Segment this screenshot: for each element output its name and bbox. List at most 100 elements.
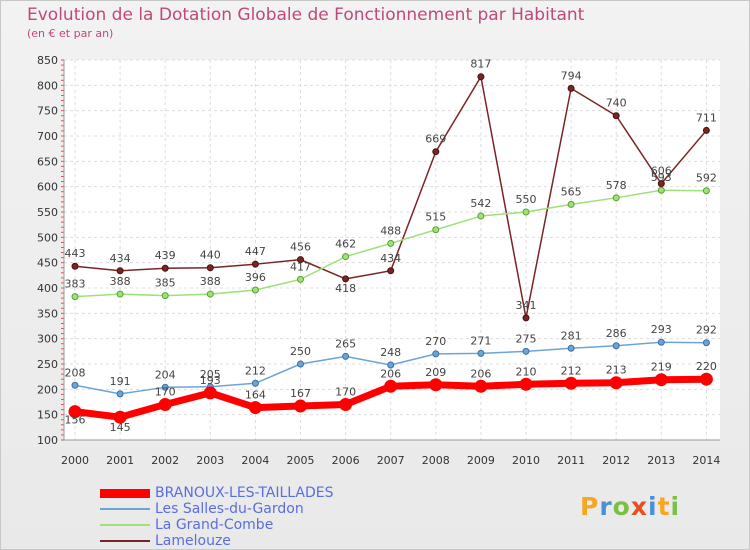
x-tick-label: 2001 <box>106 454 134 467</box>
proxiti-logo: Proxiti <box>580 492 680 521</box>
data-label-les-salles: 292 <box>696 324 717 337</box>
data-label-la-grand-combe: 515 <box>425 211 446 224</box>
data-label-lamelouze: 456 <box>290 241 311 254</box>
data-label-la-grand-combe: 592 <box>696 172 717 185</box>
y-tick-label: 800 <box>37 79 58 92</box>
x-tick-label: 2000 <box>61 454 89 467</box>
chart-title: Evolution de la Dotation Globale de Fonc… <box>27 5 585 25</box>
data-point-lamelouze <box>116 267 124 275</box>
data-point-lamelouze <box>432 148 440 156</box>
data-point-les-salles <box>297 360 304 368</box>
y-tick-label: 850 <box>37 54 58 67</box>
data-label-les-salles: 271 <box>470 334 491 347</box>
data-label-branoux: 156 <box>65 414 86 427</box>
data-point-branoux <box>519 377 533 391</box>
data-label-branoux: 209 <box>425 366 446 379</box>
legend-swatch-branoux <box>100 489 150 498</box>
data-point-les-salles <box>432 350 440 358</box>
data-point-la-grand-combe <box>612 194 620 202</box>
data-point-branoux <box>248 401 262 415</box>
legend-label-branoux: BRANOUX-LES-TAILLADES <box>155 485 334 501</box>
data-label-lamelouze: 669 <box>425 133 446 146</box>
data-label-lamelouze: 606 <box>651 165 672 178</box>
data-point-lamelouze <box>251 260 259 268</box>
logo-letter: x <box>630 492 648 521</box>
data-point-les-salles <box>251 379 259 387</box>
data-point-la-grand-combe <box>116 290 124 298</box>
data-label-les-salles: 293 <box>651 323 672 336</box>
data-point-les-salles <box>387 361 395 369</box>
data-label-la-grand-combe: 396 <box>245 271 266 284</box>
logo-letter: o <box>612 492 631 521</box>
legend-label-la-grand-combe: La Grand-Combe <box>155 517 274 533</box>
data-point-lamelouze <box>71 262 79 270</box>
data-point-la-grand-combe <box>432 226 440 234</box>
data-point-branoux <box>609 376 623 390</box>
data-point-lamelouze <box>477 73 485 81</box>
data-point-les-salles <box>71 381 79 389</box>
data-label-lamelouze: 794 <box>561 69 582 82</box>
x-tick-label: 2007 <box>377 454 405 467</box>
data-point-lamelouze <box>206 264 214 272</box>
data-point-les-salles <box>657 338 665 346</box>
data-label-la-grand-combe: 550 <box>516 193 537 206</box>
y-tick-label: 550 <box>37 206 58 219</box>
y-tick-label: 600 <box>37 181 58 194</box>
data-label-les-salles: 208 <box>65 366 86 379</box>
data-label-les-salles: 250 <box>290 345 311 358</box>
data-point-branoux <box>699 372 713 386</box>
x-tick-label: 2010 <box>512 454 540 467</box>
y-tick-label: 700 <box>37 130 58 143</box>
data-point-la-grand-combe <box>342 253 350 261</box>
data-point-la-grand-combe <box>297 275 304 283</box>
legend-label-lamelouze: Lamelouze <box>155 533 231 549</box>
data-point-les-salles <box>612 342 620 350</box>
x-tick-label: 2004 <box>241 454 269 467</box>
y-tick-label: 400 <box>37 282 58 295</box>
data-label-lamelouze: 440 <box>200 249 221 262</box>
data-label-lamelouze: 434 <box>380 252 401 265</box>
data-label-branoux: 145 <box>110 421 131 434</box>
y-tick-label: 450 <box>37 257 58 270</box>
legend-swatch-lamelouze <box>100 540 150 542</box>
data-label-branoux: 206 <box>380 367 401 380</box>
logo-letter: i <box>670 492 681 521</box>
data-point-lamelouze <box>161 264 169 272</box>
logo-letter: t <box>657 492 671 521</box>
data-point-les-salles <box>522 347 530 355</box>
y-tick-label: 200 <box>37 383 58 396</box>
data-point-la-grand-combe <box>387 239 395 247</box>
y-tick-label: 250 <box>37 358 58 371</box>
data-point-les-salles <box>116 390 124 398</box>
data-point-lamelouze <box>567 84 575 92</box>
legend-label-les-salles: Les Salles-du-Gardon <box>155 501 304 517</box>
data-label-branoux: 167 <box>290 387 311 400</box>
data-point-lamelouze <box>522 314 530 322</box>
data-point-branoux <box>654 373 668 387</box>
data-point-branoux <box>113 410 127 424</box>
data-label-lamelouze: 418 <box>335 282 356 295</box>
x-tick-label: 2008 <box>422 454 450 467</box>
data-label-lamelouze: 817 <box>470 58 491 71</box>
data-label-lamelouze: 740 <box>606 97 627 110</box>
x-tick-label: 2009 <box>467 454 495 467</box>
data-point-branoux <box>564 376 578 390</box>
data-point-la-grand-combe <box>161 292 169 300</box>
data-point-lamelouze <box>702 126 710 134</box>
y-tick-label: 500 <box>37 231 58 244</box>
data-label-branoux: 210 <box>516 365 537 378</box>
data-label-branoux: 220 <box>696 360 717 373</box>
logo-letter: i <box>648 492 658 521</box>
data-label-lamelouze: 439 <box>155 249 176 262</box>
data-label-les-salles: 281 <box>561 329 582 342</box>
data-label-les-salles: 191 <box>110 375 131 388</box>
data-label-lamelouze: 434 <box>110 252 131 265</box>
data-label-les-salles: 275 <box>516 332 537 345</box>
y-tick-label: 650 <box>37 155 58 168</box>
data-point-branoux <box>474 379 488 393</box>
y-tick-label: 150 <box>37 409 58 422</box>
data-label-lamelouze: 711 <box>696 111 717 124</box>
data-point-la-grand-combe <box>206 290 214 298</box>
legend-swatch-la-grand-combe <box>100 524 150 526</box>
